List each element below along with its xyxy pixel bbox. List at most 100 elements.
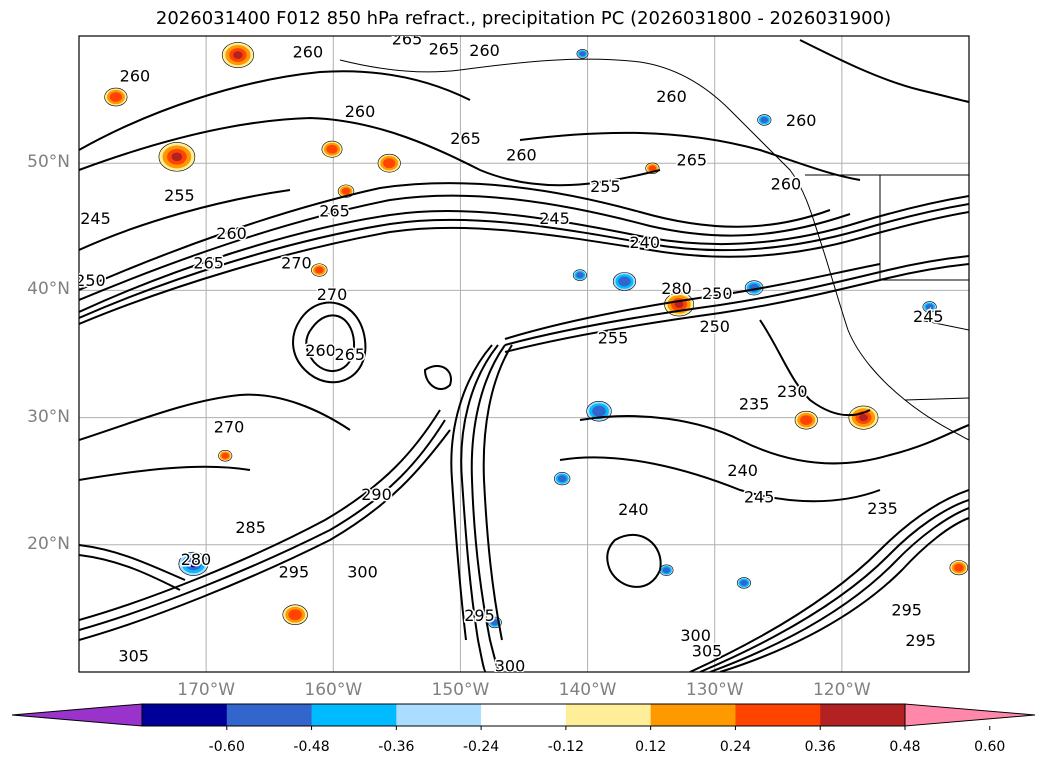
plot-frame [78, 35, 970, 673]
contour-label: 295 [279, 563, 310, 582]
precip-patch [618, 276, 631, 287]
colorbar-tick-label: 0.12 [635, 739, 667, 755]
longitude-label: 170°W [177, 680, 236, 700]
contour-label: 300 [680, 626, 711, 645]
precip-patch [557, 475, 567, 483]
contour-label: 250 [699, 317, 730, 336]
colorbar-segment [481, 704, 567, 726]
precip-patch [662, 567, 671, 574]
graticule [79, 36, 969, 672]
colorbar-tick-label: -0.24 [462, 739, 500, 755]
precip-patch [800, 415, 813, 426]
colorbar-tick-label: 0.48 [889, 739, 921, 755]
contour-label: 300 [347, 563, 378, 582]
contour-label: 255 [598, 328, 629, 347]
contour-label: 280 [181, 550, 212, 569]
contour-label: 260 [305, 341, 336, 360]
contour-label: 245 [539, 209, 570, 228]
precip-patch [189, 560, 198, 568]
contour-label: 270 [214, 418, 245, 437]
contour-label: 295 [464, 606, 495, 625]
contour-label: 290 [361, 485, 392, 504]
contour-label: 245 [744, 487, 775, 506]
colorbar-tick-label: 0.60 [974, 739, 1006, 755]
contour-label: 270 [281, 253, 312, 272]
colorbar-tick-label: 0.36 [804, 739, 836, 755]
contour-label: 245 [913, 307, 944, 326]
longitude-label: 130°W [685, 680, 744, 700]
colorbar-tick-label: -0.36 [378, 739, 415, 755]
contour-label: 265 [193, 253, 224, 272]
colorbar-segment [650, 704, 736, 726]
contour-label: 270 [317, 285, 348, 304]
contour-label: 250 [702, 284, 733, 303]
colorbar-segment [396, 704, 482, 726]
precip-patch [579, 51, 586, 57]
precip-patch [491, 619, 499, 626]
contour-label: 260 [469, 41, 500, 60]
colorbar-tick-label: 0.24 [719, 739, 752, 755]
precip-patch [859, 414, 868, 422]
precip-patch [171, 152, 183, 162]
contour-label: 250 [75, 271, 106, 290]
latitude-label: 30°N [27, 406, 70, 427]
contour-label: 255 [164, 186, 195, 205]
colorbar-extend-high [904, 703, 1036, 727]
precip-patch [314, 266, 324, 274]
colorbar-frame [141, 703, 906, 727]
contour-label: 265 [335, 345, 366, 364]
contour-label: 300 [495, 657, 526, 676]
contour-label: 280 [661, 279, 692, 298]
contour-label: 255 [590, 177, 621, 196]
contour-label: 295 [891, 601, 922, 620]
colorbar-segment [565, 704, 652, 726]
precip-patch [760, 116, 769, 123]
precip-patch [953, 563, 964, 572]
contour-label: 260 [656, 87, 687, 106]
contour-label: 265 [392, 30, 423, 49]
precip-patch [740, 579, 748, 586]
precip-patch [326, 144, 338, 154]
colorbar-tick-label: -0.48 [293, 739, 330, 755]
contour-label: 260 [345, 102, 376, 121]
contour-label: 260 [216, 224, 247, 243]
refractivity-contours [79, 39, 969, 672]
precip-patch [221, 452, 229, 459]
contour-label: 305 [118, 646, 149, 665]
contour-label: 260 [506, 145, 537, 164]
colorbar-tick-label: -0.60 [208, 739, 245, 755]
contour-label: 285 [235, 518, 266, 537]
contour-label: 260 [786, 111, 817, 130]
contour-label: 305 [692, 641, 723, 660]
precip-patch [233, 51, 243, 59]
precip-patch [576, 272, 584, 279]
contour-label: 260 [771, 175, 802, 194]
plot-area [79, 36, 969, 672]
colorbar-extend-low [11, 703, 143, 727]
precip-patch [674, 300, 684, 308]
precip-patch [925, 303, 934, 310]
contour-label: 265 [450, 129, 481, 148]
contour-label: 295 [905, 631, 936, 650]
precip-patch [383, 158, 396, 169]
precipitation-patches [104, 42, 969, 629]
contour-label: 230 [777, 382, 808, 401]
contour-label: 265 [319, 201, 350, 220]
contour-label: 265 [429, 40, 460, 59]
contour-label: 260 [293, 42, 324, 61]
contour-label: 260 [120, 66, 151, 85]
coastlines [339, 58, 969, 441]
colorbar [11, 703, 1036, 730]
latitude-label: 50°N [27, 152, 70, 173]
colorbar-segment [226, 704, 313, 726]
colorbar-segment [311, 704, 397, 726]
contour-label: 265 [677, 150, 708, 169]
contour-label: 240 [618, 500, 649, 519]
contour-label: 235 [867, 499, 898, 518]
colorbar-segment [820, 704, 906, 726]
longitude-label: 150°W [431, 680, 490, 700]
latitude-label: 20°N [27, 533, 70, 554]
colorbar-segment [735, 704, 821, 726]
